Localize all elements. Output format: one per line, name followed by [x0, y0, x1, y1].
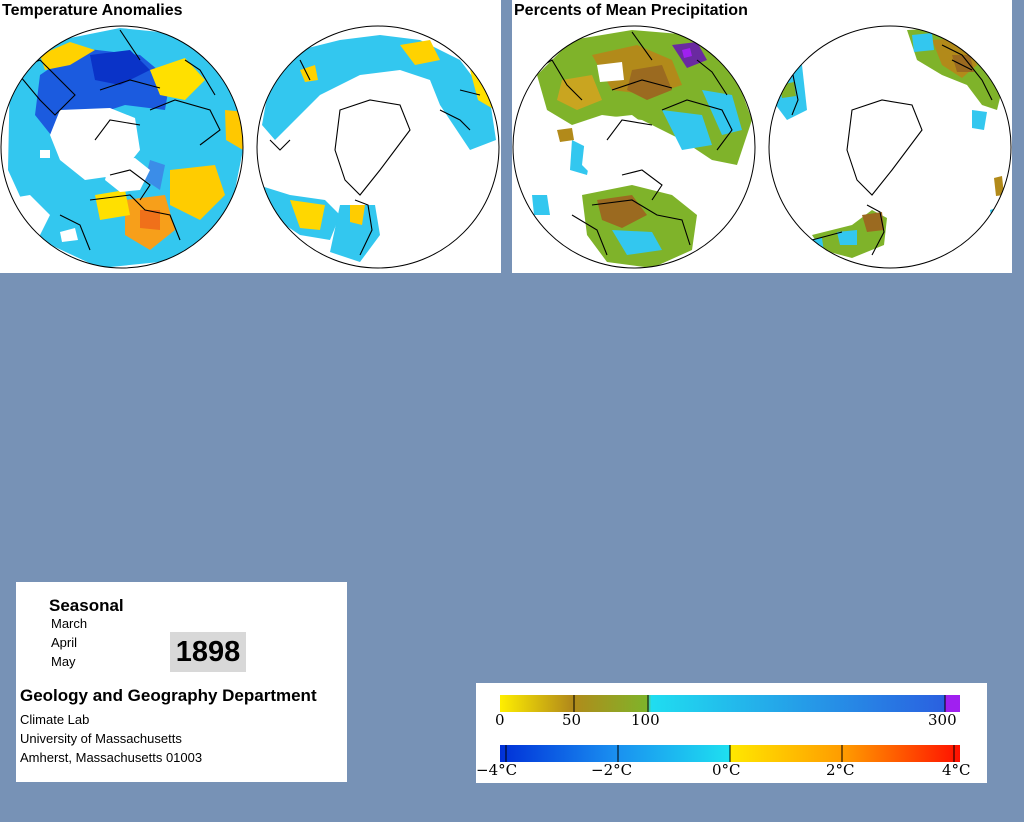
temperature-tick-label: −4°C [476, 761, 518, 779]
month-label: May [51, 654, 76, 669]
period-label: Seasonal [49, 596, 124, 615]
temperature-tick-label: 2°C [826, 761, 855, 779]
color-legend: 0 50 100 300 −4°C −2°C 0°C 2°C 4°C [476, 683, 987, 783]
info-box: Seasonal March April May 1898 Geology an… [16, 582, 347, 782]
precipitation-maps [512, 25, 1012, 269]
month-label: March [51, 616, 88, 631]
address-line: University of Massachusetts [20, 731, 182, 746]
temperature-northern-hemisphere-map [1, 26, 243, 268]
temperature-maps [0, 25, 500, 269]
address-line: Amherst, Massachusetts 01003 [20, 750, 203, 765]
month-label: April [51, 635, 78, 650]
address-line: Climate Lab [20, 712, 90, 727]
precipitation-color-bar [500, 695, 945, 712]
precipitation-panel-title: Percents of Mean Precipitation [512, 0, 750, 22]
temperature-southern-hemisphere-map [257, 26, 499, 268]
precipitation-tick-label: 50 [562, 711, 582, 729]
temperature-tick-label: 0°C [712, 761, 741, 779]
temperature-anomalies-panel: Temperature Anomalies [0, 0, 501, 273]
year-display: 1898 [170, 632, 246, 672]
temperature-tick-label: 4°C [942, 761, 971, 779]
precipitation-northern-hemisphere-map [513, 26, 755, 268]
precipitation-max-swatch [945, 695, 960, 712]
precipitation-southern-hemisphere-map [769, 26, 1011, 268]
temperature-tick-label: −2°C [591, 761, 633, 779]
department-name: Geology and Geography Department [20, 686, 317, 705]
precipitation-panel: Percents of Mean Precipitation [512, 0, 1012, 273]
precipitation-tick-label: 100 [631, 711, 660, 729]
precipitation-tick-label: 300 [928, 711, 957, 729]
precipitation-tick-label: 0 [495, 711, 505, 729]
temperature-panel-title: Temperature Anomalies [0, 0, 185, 22]
legend-color-bars [500, 695, 960, 762]
